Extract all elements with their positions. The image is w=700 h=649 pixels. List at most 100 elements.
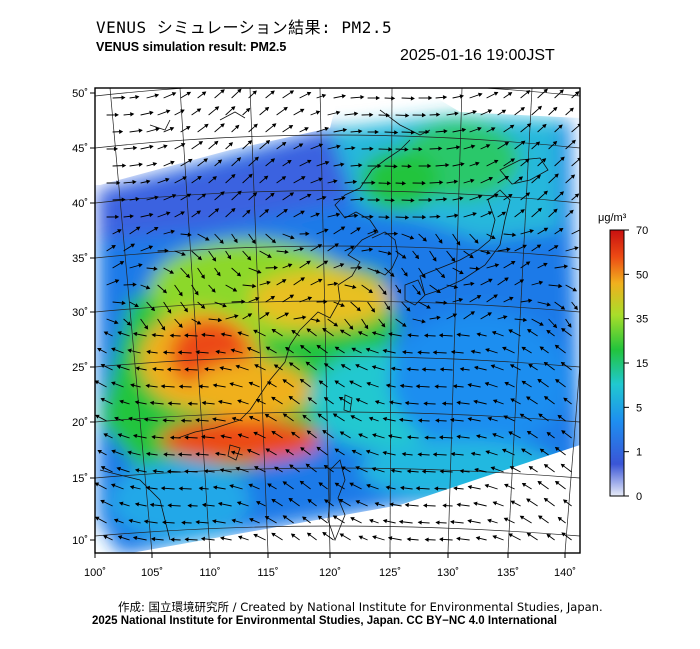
wind-arrowhead (474, 239, 479, 244)
wind-arrowhead (358, 265, 363, 270)
wind-arrowhead (418, 146, 423, 152)
wind-arrowhead (299, 247, 305, 252)
wind-arrowhead (424, 435, 429, 440)
wind-arrowhead (274, 466, 279, 471)
wind-arrowhead (350, 245, 355, 250)
wind-arrowhead (270, 90, 275, 95)
wind-arrowhead (475, 266, 480, 271)
wind-arrowhead (273, 265, 279, 270)
wind-arrowhead (184, 435, 189, 440)
wind-arrowhead (525, 261, 531, 266)
wind-arrowhead (453, 179, 459, 184)
wind-arrowhead (453, 486, 458, 491)
wind-arrowhead (456, 536, 461, 541)
wind-arrowhead (271, 123, 277, 128)
wind-arrowhead (432, 350, 437, 355)
wind-arrowhead (299, 378, 305, 383)
wind-arrowhead (542, 123, 547, 129)
wind-arrowhead (569, 209, 574, 215)
wind-arrowhead (253, 431, 258, 436)
wind-arrowhead (539, 321, 544, 326)
wind-arrowhead (160, 486, 165, 491)
wind-arrowhead (421, 319, 426, 324)
wind-arrowhead (474, 467, 479, 473)
wind-arrowhead (181, 520, 186, 525)
wind-arrowhead (401, 181, 407, 186)
wind-arrowhead (385, 215, 390, 220)
wind-arrowhead (372, 433, 377, 438)
wind-arrowhead (509, 124, 515, 129)
wind-arrowhead (283, 208, 288, 213)
colorbar-tick-label: 0 (636, 491, 642, 503)
wind-arrowhead (456, 400, 461, 406)
wind-arrowhead (537, 207, 543, 213)
wind-arrowhead (387, 181, 392, 186)
wind-arrowhead (436, 315, 441, 321)
wind-arrowhead (541, 158, 547, 163)
wind-arrowhead (212, 417, 217, 422)
wind-arrowhead (538, 280, 544, 285)
wind-arrowhead (117, 331, 122, 336)
wind-arrowhead (287, 263, 293, 268)
wind-arrowhead (201, 193, 207, 198)
wind-arrowhead (522, 317, 528, 323)
wind-arrowhead (406, 435, 412, 440)
wind-arrowhead (317, 278, 323, 283)
wind-arrowhead (184, 469, 189, 474)
wind-arrowhead (132, 282, 137, 287)
wind-arrowhead (535, 141, 541, 146)
wind-arrowhead (485, 144, 491, 149)
wind-arrowhead (388, 332, 393, 337)
wind-arrowhead (546, 533, 552, 539)
wind-arrowhead (494, 193, 499, 198)
wind-arrowhead (492, 433, 497, 438)
wind-arrowhead (201, 91, 207, 96)
wind-arrowhead (546, 329, 551, 334)
wind-arrowhead (103, 535, 108, 540)
wind-arrowhead (162, 350, 168, 355)
wind-arrowhead (490, 364, 496, 369)
wind-arrowhead (180, 418, 185, 423)
wind-arrowhead (520, 209, 525, 214)
wind-arrowhead (254, 156, 259, 161)
wind-arrowhead (369, 112, 374, 117)
wind-arrowhead (504, 176, 509, 180)
wind-arrowhead (281, 176, 287, 181)
wind-arrowhead (150, 536, 156, 542)
wind-arrowhead (524, 158, 530, 163)
wind-arrowhead (186, 126, 191, 131)
wind-arrowhead (219, 366, 224, 371)
wind-arrowhead (253, 466, 259, 471)
wind-arrowhead (503, 517, 509, 522)
wind-arrowhead (461, 127, 467, 133)
wind-arrowhead (264, 414, 270, 418)
wind-arrowhead (390, 366, 396, 371)
wind-arrowhead (246, 255, 252, 261)
wind-arrowhead (265, 312, 270, 317)
wind-arrowhead (410, 130, 416, 135)
wind-arrowhead (154, 93, 160, 98)
wind-arrowhead (456, 332, 461, 338)
wind-arrowhead (185, 273, 191, 279)
wind-arrowhead (161, 326, 166, 331)
wind-arrowhead (435, 418, 440, 423)
wind-arrowhead (439, 367, 444, 372)
wind-arrowhead (372, 535, 377, 540)
wind-arrowhead (574, 193, 580, 198)
wind-arrowhead (145, 285, 151, 290)
wind-arrowhead (227, 254, 232, 260)
wind-arrowhead (510, 158, 515, 163)
wind-arrowhead (197, 255, 202, 261)
wind-arrowhead (231, 173, 236, 179)
wind-arrowhead (422, 214, 427, 220)
wind-arrowhead (388, 147, 393, 152)
wind-arrowhead (300, 344, 305, 350)
wind-arrowhead (560, 305, 566, 310)
wind-arrowhead (305, 463, 311, 468)
wind-arrowhead (357, 331, 363, 336)
wind-arrowhead (100, 364, 106, 368)
wind-arrowhead (366, 483, 371, 489)
wind-arrowhead (307, 397, 313, 402)
wind-arrowhead (214, 208, 220, 213)
wind-arrowhead (201, 332, 206, 338)
